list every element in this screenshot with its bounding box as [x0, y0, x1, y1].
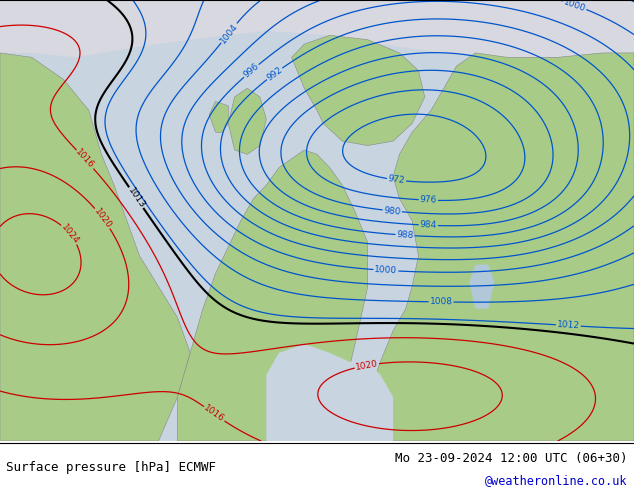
Text: 976: 976 [420, 196, 437, 205]
Text: 1024: 1024 [60, 222, 81, 246]
Text: 1000: 1000 [562, 0, 587, 13]
Text: 1008: 1008 [429, 297, 453, 307]
Text: Mo 23-09-2024 12:00 UTC (06+30): Mo 23-09-2024 12:00 UTC (06+30) [395, 452, 628, 465]
Text: 984: 984 [420, 220, 437, 230]
Text: 992: 992 [265, 65, 284, 82]
PathPatch shape [228, 88, 266, 154]
PathPatch shape [209, 101, 228, 132]
PathPatch shape [469, 265, 495, 309]
Text: 972: 972 [387, 174, 406, 186]
PathPatch shape [0, 53, 190, 441]
Text: 1004: 1004 [218, 22, 240, 45]
Text: @weatheronline.co.uk: @weatheronline.co.uk [485, 474, 628, 487]
Text: 980: 980 [383, 206, 401, 216]
PathPatch shape [266, 344, 393, 441]
Text: 1012: 1012 [557, 320, 580, 331]
Text: 1020: 1020 [92, 206, 113, 230]
Text: 1000: 1000 [374, 265, 398, 275]
Text: Surface pressure [hPa] ECMWF: Surface pressure [hPa] ECMWF [6, 462, 216, 474]
Text: 1016: 1016 [74, 148, 96, 171]
PathPatch shape [292, 35, 425, 146]
PathPatch shape [178, 150, 368, 441]
Text: 1020: 1020 [355, 359, 379, 372]
Text: 996: 996 [242, 62, 261, 80]
Text: 1013: 1013 [126, 186, 146, 210]
PathPatch shape [368, 53, 634, 441]
Text: 1016: 1016 [202, 404, 226, 424]
Text: 988: 988 [396, 230, 414, 240]
PathPatch shape [0, 0, 634, 57]
